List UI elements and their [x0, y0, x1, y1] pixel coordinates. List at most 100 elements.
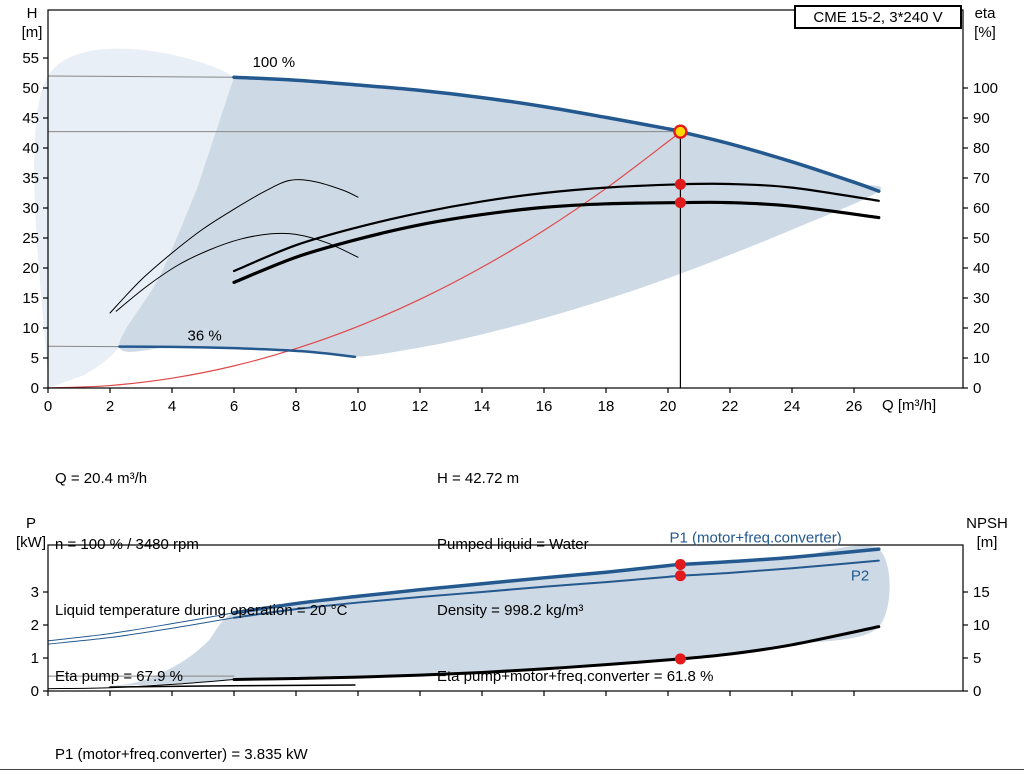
duty-info-column-2: H = 42.72 m Pumped liquid = Water Densit…: [437, 424, 713, 732]
y-left-tick-label: 2: [31, 617, 39, 634]
y-left-tick-label: 15: [22, 290, 39, 307]
y-left-tick-label: 5: [31, 350, 39, 367]
eta-pump-part-load-curve: [109, 179, 359, 314]
y-right-tick-label: 0: [973, 380, 981, 397]
label-p2: P2: [851, 567, 869, 584]
y-right-tick-label: 60: [973, 200, 990, 217]
y-left-tick-label: 10: [22, 320, 39, 337]
y-right-tick-label: 30: [973, 290, 990, 307]
x-tick-label: 18: [598, 398, 615, 415]
h-axis-unit: [m]: [21, 24, 43, 41]
label-p1: P1 (motor+freq.converter): [670, 530, 842, 547]
h-axis-title: H [m]: [14, 4, 50, 42]
plot-frame: [47, 544, 964, 692]
p-axis-unit: [kW]: [16, 534, 46, 551]
x-tick-label: 22: [722, 398, 739, 415]
chart-layer-1: 0 1 2 3 0 5 10 15 P1 (motor+freq.converter) P2: [31, 530, 990, 701]
speed-36-curve: [118, 345, 357, 359]
x-tick-label: 14: [474, 398, 491, 415]
operating-range-area: [119, 77, 882, 357]
y-left-tick-label: 0: [31, 380, 39, 397]
p-axis-symbol: P: [25, 515, 36, 532]
y-right-tick-label: 10: [973, 350, 990, 367]
label-36pct: 36 %: [188, 328, 222, 345]
y-right-tick-label: 40: [973, 260, 990, 277]
eta-axis-unit: [%]: [974, 24, 996, 41]
x-tick-label: 24: [784, 398, 801, 415]
page-footer-divider: [0, 769, 1024, 770]
y-right-tick-label: 10: [973, 617, 990, 634]
x-tick-label: 26: [846, 398, 863, 415]
npsh-point: [674, 653, 686, 665]
y-left-tick-label: 1: [31, 650, 39, 667]
x-tick-label: 8: [292, 398, 300, 415]
info-p1: P1 (motor+freq.converter) = 3.835 kW: [55, 746, 308, 763]
p1-point: [674, 558, 686, 570]
p-axis-title: P [kW]: [10, 514, 52, 552]
y-left-tick-label: 30: [22, 200, 39, 217]
duty-parabola: [47, 131, 681, 389]
duty-info-column-1: Q = 20.4 m³/h n = 100 % / 3480 rpm Liqui…: [55, 424, 347, 732]
p1-low-flow-line: [47, 612, 235, 642]
eta-total-point: [674, 197, 686, 209]
y-left-tick-label: 50: [22, 80, 39, 97]
eta-pump-curve: [232, 182, 880, 273]
info-eta-total: Eta pump+motor+freq.converter = 61.8 %: [437, 668, 714, 685]
power-info-block: P1 (motor+freq.converter) = 3.835 kW P2 …: [55, 700, 308, 781]
h-axis-symbol: H: [26, 5, 38, 22]
y-right-tick-label: 5: [973, 650, 981, 667]
duty-point[interactable]: [673, 124, 688, 139]
min-flow-limit-line-high: [47, 75, 235, 78]
extended-range-area: [34, 48, 241, 388]
y-left-tick-label: 35: [22, 170, 39, 187]
p2-low-flow-line: [47, 617, 235, 645]
label-100pct: 100 %: [253, 54, 296, 71]
x-tick-label: 20: [660, 398, 677, 415]
eta-total-part-load-curve: [115, 232, 359, 312]
y-right-tick-label: 0: [973, 683, 981, 700]
p1-curve: [232, 547, 881, 615]
speed-100-curve: [232, 75, 881, 193]
p2-point: [674, 570, 686, 582]
y-left-tick-label: 55: [22, 50, 39, 67]
x-tick-label: 16: [536, 398, 553, 415]
y-right-tick-label: 20: [973, 320, 990, 337]
y-left-tick-label: 0: [31, 683, 39, 700]
y-left-tick-label: 25: [22, 230, 39, 247]
npsh-axis-title: NPSH [m]: [956, 514, 1018, 552]
x-tick-label: 0: [44, 398, 52, 415]
info-eta-pump: Eta pump = 67.9 %: [55, 668, 183, 685]
y-right-tick-label: 70: [973, 170, 990, 187]
eta-total-curve: [232, 200, 881, 284]
y-right-tick-label: 100: [973, 80, 998, 97]
y-right-tick-label: 90: [973, 110, 990, 127]
y-left-tick-label: 45: [22, 110, 39, 127]
x-tick-label: 6: [230, 398, 238, 415]
y-right-tick-label: 50: [973, 230, 990, 247]
chart-layer-0: 0 2 4 6 8 10 12 14 16 18 20 22 24 2605101520253035404…: [22, 9, 998, 415]
info-flow: Q = 20.4 m³/h: [55, 470, 148, 487]
p-36-curve: [109, 684, 356, 688]
eta-axis-symbol: eta: [974, 5, 996, 22]
plot-frame: [47, 9, 964, 389]
info-pumped-liquid: Pumped liquid = Water: [437, 536, 589, 553]
npsh-curve: [232, 625, 881, 681]
q-axis-title: Q [m³/h]: [882, 397, 937, 414]
y-left-tick-label: 40: [22, 140, 39, 157]
power-range-area: [110, 545, 890, 687]
x-tick-label: 4: [168, 398, 176, 415]
y-left-tick-label: 3: [31, 584, 39, 601]
npsh-axis-symbol: NPSH: [966, 515, 1008, 532]
info-head: H = 42.72 m: [437, 470, 520, 487]
eta-axis-title: eta [%]: [962, 4, 1008, 42]
npsh-axis-unit: [m]: [976, 534, 998, 551]
info-liquid-temperature: Liquid temperature during operation = 20…: [55, 602, 348, 619]
p2-curve: [233, 559, 880, 619]
info-density: Density = 998.2 kg/m³: [437, 602, 584, 619]
y-right-tick-label: 80: [973, 140, 990, 157]
x-tick-label: 2: [106, 398, 114, 415]
x-tick-label: 12: [412, 398, 429, 415]
x-tick-label: 10: [350, 398, 367, 415]
y-right-tick-label: 15: [973, 584, 990, 601]
